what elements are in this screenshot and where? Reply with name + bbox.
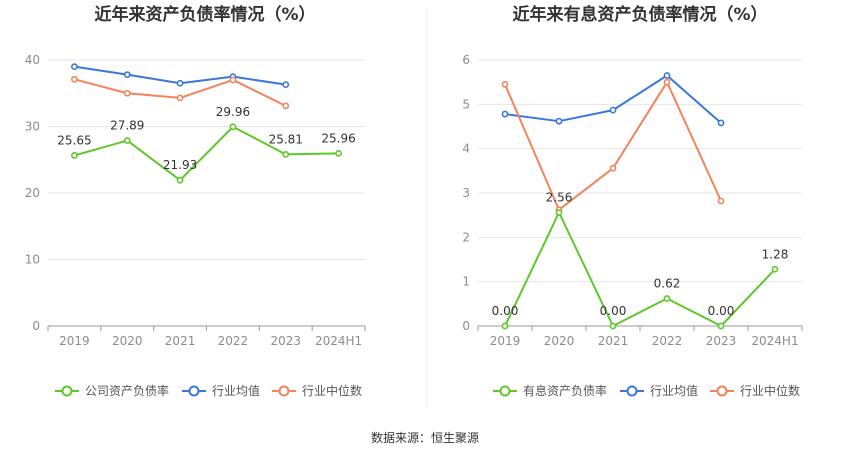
chart-title: 近年来资产负债率情况（%） <box>94 4 315 25</box>
y-tick-label: 10 <box>25 253 40 267</box>
data-label: 2.56 <box>546 191 573 205</box>
data-label: 0.00 <box>600 304 627 318</box>
data-point-company <box>609 322 617 330</box>
x-tick-label: 2020 <box>544 334 575 348</box>
y-tick-label: 0 <box>462 319 470 333</box>
legend-item-company: 有息资产负债率 <box>493 383 607 398</box>
chart-interest-debt-ratio: 近年来有息资产负债率情况（%） 0 1 2 3 4 5 6 2019 2020 2021 2022 20… <box>462 4 803 398</box>
legend-item-industry_median: 行业中位数 <box>272 383 362 398</box>
data-point-industry_avg <box>282 81 290 89</box>
y-tick-label: 3 <box>462 186 470 200</box>
x-tick-label: 2024H1 <box>751 334 798 348</box>
series-line-company <box>504 211 776 327</box>
chart-title: 近年来有息资产负债率情况（%） <box>512 4 767 25</box>
data-label: 0.00 <box>492 304 519 318</box>
data-point-industry_median <box>717 197 725 205</box>
x-tick-label: 2021 <box>598 334 629 348</box>
data-point-company <box>282 150 290 158</box>
y-tick-label: 2 <box>462 230 470 244</box>
legend-swatch-marker <box>499 385 511 397</box>
data-point-company <box>71 152 78 159</box>
data-label: 29.96 <box>216 105 250 119</box>
data-point-industry_avg <box>663 72 671 79</box>
x-tick-label: 2020 <box>112 334 143 348</box>
y-tick-label: 20 <box>25 186 40 200</box>
y-tick-label: 6 <box>462 53 470 67</box>
data-point-company <box>229 123 237 131</box>
data-point-company <box>555 209 563 216</box>
x-tick-label: 2022 <box>218 334 249 348</box>
legend-label: 行业均值 <box>650 383 698 398</box>
x-tick-label: 2019 <box>490 334 521 348</box>
x-tick-label: 2023 <box>706 334 737 348</box>
x-tick-label: 2022 <box>652 334 683 348</box>
data-label: 21.93 <box>163 158 197 172</box>
legend-label: 行业中位数 <box>740 383 800 398</box>
data-point-company <box>501 322 509 330</box>
data-point-industry_avg <box>71 63 78 71</box>
data-point-industry_avg <box>501 110 509 118</box>
data-point-industry_avg <box>123 71 131 79</box>
data-point-industry_avg <box>717 119 725 127</box>
chart-debt-ratio: 近年来资产负债率情况（%） 0 10 20 30 40 2019 2020 2021 2022 20… <box>25 4 366 398</box>
legend-swatch-marker <box>278 385 290 397</box>
y-tick-label: 0 <box>32 319 40 333</box>
y-tick-label: 4 <box>462 142 470 156</box>
legend-label: 有息资产负债率 <box>523 383 607 398</box>
data-label: 1.28 <box>762 247 789 261</box>
x-tick-label: 2024H1 <box>315 334 362 348</box>
data-point-industry_median <box>229 76 237 84</box>
x-tick-label: 2023 <box>270 334 301 348</box>
data-point-company <box>771 265 779 273</box>
data-point-industry_avg <box>555 117 563 125</box>
data-label: 25.65 <box>57 133 91 147</box>
data-point-company <box>335 149 342 157</box>
x-tick-label: 2019 <box>59 334 90 348</box>
x-tick-label: 2021 <box>165 334 196 348</box>
legend-item-industry_avg: 行业均值 <box>182 383 260 398</box>
legend-item-company: 公司资产负债率 <box>55 383 169 398</box>
y-tick-label: 5 <box>462 97 470 111</box>
legend-swatch-marker <box>716 385 728 397</box>
data-point-industry_median <box>176 94 184 102</box>
data-point-company <box>176 176 184 184</box>
data-point-industry_avg <box>176 79 184 87</box>
series-line-industry_avg <box>504 74 722 124</box>
legend-item-industry_median: 行业中位数 <box>710 383 800 398</box>
data-label: 0.00 <box>708 304 735 318</box>
data-point-industry_median <box>663 78 671 86</box>
y-tick-label: 40 <box>25 53 40 67</box>
data-point-company <box>123 137 131 144</box>
data-label: 0.62 <box>654 277 681 291</box>
data-source: 数据来源：恒生聚源 <box>371 430 479 445</box>
y-tick-label: 1 <box>462 275 470 289</box>
data-point-industry_median <box>282 102 290 110</box>
data-label: 25.81 <box>269 132 303 146</box>
data-point-industry_avg <box>609 106 617 114</box>
legend-swatch-marker <box>188 385 200 397</box>
series-line-industry_median <box>504 81 722 211</box>
legend-swatch-marker <box>61 385 73 397</box>
data-point-industry_median <box>501 80 509 88</box>
series-line-company <box>74 125 339 182</box>
data-point-industry_median <box>123 89 131 97</box>
data-label: 25.96 <box>321 131 355 145</box>
legend-swatch-marker <box>626 385 638 397</box>
y-tick-label: 30 <box>25 120 40 134</box>
data-point-company <box>717 322 725 330</box>
data-point-industry_median <box>71 75 78 83</box>
data-point-industry_median <box>609 164 617 172</box>
legend-label: 公司资产负债率 <box>85 383 169 398</box>
legend-label: 行业中位数 <box>302 383 362 398</box>
legend-label: 行业均值 <box>212 383 260 398</box>
data-label: 27.89 <box>110 119 144 133</box>
data-point-company <box>663 295 671 302</box>
legend-item-industry_avg: 行业均值 <box>620 383 698 398</box>
